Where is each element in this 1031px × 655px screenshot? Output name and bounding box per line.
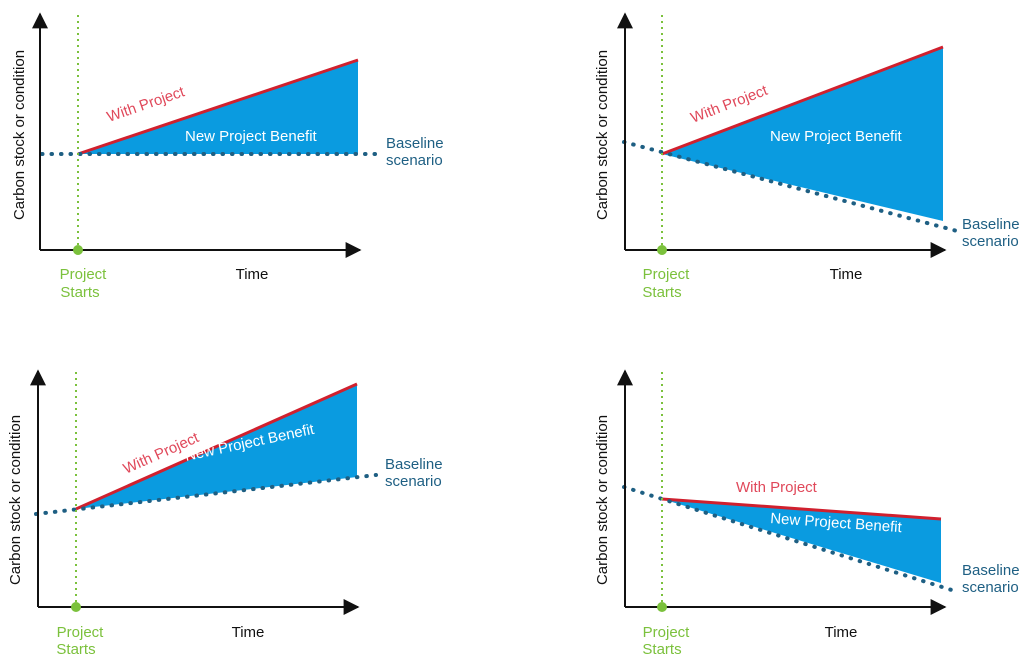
project-start-dot <box>71 602 81 612</box>
project-starts-label-2: Starts <box>56 641 95 655</box>
project-starts-label-2: Starts <box>60 284 99 301</box>
project-start-dot <box>657 245 667 255</box>
baseline-label-1: Baseline <box>962 562 1020 579</box>
baseline-line <box>622 485 960 594</box>
benefit-label: New Project Benefit <box>770 128 903 145</box>
baseline-label-1: Baseline <box>962 216 1020 233</box>
with-project-line <box>77 58 359 156</box>
baseline-line <box>34 473 378 516</box>
project-starts-label-1: Project <box>643 266 691 283</box>
project-start-dot <box>657 602 667 612</box>
project-start-dot <box>73 245 83 255</box>
with-project-line <box>661 497 942 521</box>
x-axis-label: Time <box>825 624 858 641</box>
panel-top-right: Carbon stock or condition Time Project S… <box>594 12 1020 301</box>
panel-bottom-left: Carbon stock or condition Time Project S… <box>7 369 443 655</box>
baseline-label-1: Baseline <box>386 135 444 152</box>
with-project-label: With Project <box>736 479 818 496</box>
baseline-label-2: scenario <box>962 579 1019 596</box>
x-axis-label: Time <box>830 266 863 283</box>
project-starts-label-2: Starts <box>642 641 681 655</box>
project-starts-label-2: Starts <box>642 284 681 301</box>
panel-top-left: Carbon stock or condition Time Project S… <box>11 12 444 301</box>
y-axis-label: Carbon stock or condition <box>594 50 611 220</box>
project-starts-label-1: Project <box>57 624 105 641</box>
baseline-label-2: scenario <box>962 233 1019 250</box>
project-starts-label-1: Project <box>60 266 108 283</box>
baseline-label-2: scenario <box>386 152 443 169</box>
y-axis-label: Carbon stock or condition <box>594 415 611 585</box>
baseline-line <box>622 140 959 233</box>
baseline-label-1: Baseline <box>385 456 443 473</box>
x-axis-label: Time <box>232 624 265 641</box>
y-axis-label: Carbon stock or condition <box>7 415 24 585</box>
x-axis-label: Time <box>236 266 269 283</box>
project-starts-label-1: Project <box>643 624 691 641</box>
with-project-line <box>75 382 358 511</box>
benefit-area <box>662 47 943 221</box>
with-project-label: With Project <box>105 83 188 126</box>
y-axis-label: Carbon stock or condition <box>11 50 28 220</box>
with-project-line <box>661 45 944 156</box>
panel-bottom-right: Carbon stock or condition Time Project S… <box>594 369 1020 655</box>
benefit-label: New Project Benefit <box>185 128 318 145</box>
baseline-label-2: scenario <box>385 473 442 490</box>
